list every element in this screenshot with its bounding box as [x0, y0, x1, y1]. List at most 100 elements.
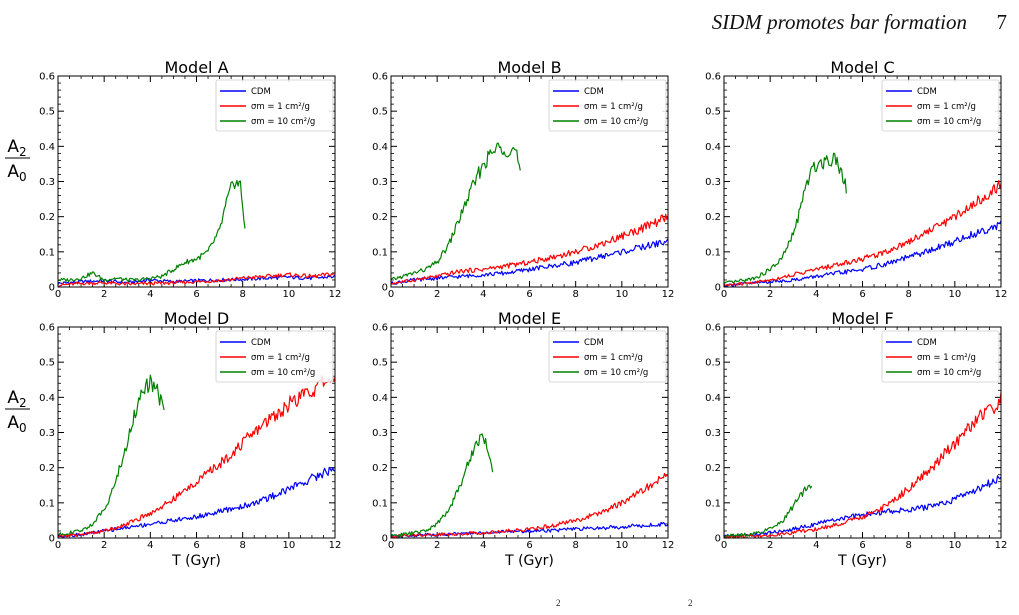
panel-title: Model A [164, 58, 228, 77]
panel-a: 0 2 4 6 8 10 12 0 0.1 0.2 0.3 0.4 0.5 0.6 Model A CDM σm… [39, 58, 341, 300]
y-tick-label: 0.3 [372, 177, 388, 188]
series-line--m-1-cm-g [391, 472, 669, 538]
series-line--m-10-cm-g [724, 152, 847, 284]
series-line--m-10-cm-g [57, 179, 246, 283]
x-tick-label: 2 [101, 540, 107, 551]
y-tick-label: 0.6 [372, 72, 388, 83]
legend-label: σm = 1 cm²/g [584, 353, 643, 363]
y-tick-label: 0 [382, 534, 388, 545]
x-tick-label: 0 [55, 540, 61, 551]
x-tick-label: 10 [615, 540, 628, 551]
y-tick-label: 0.4 [705, 393, 721, 404]
series-line--m-1-cm-g [723, 392, 1002, 539]
x-tick-label: 12 [995, 289, 1008, 300]
y-tick-label: 0 [715, 283, 721, 294]
x-tick-label: 6 [859, 540, 865, 551]
x-tick-label: 12 [662, 289, 675, 300]
y-tick-label: 0.4 [372, 142, 388, 153]
x-tick-label: 0 [721, 540, 727, 551]
x-tick-label: 6 [193, 540, 199, 551]
y-tick-label: 0 [715, 534, 721, 545]
legend-label: σm = 10 cm²/g [917, 368, 981, 378]
legend-label: σm = 10 cm²/g [584, 117, 648, 127]
plot-frame [57, 75, 336, 288]
y-tick-label: 0.2 [372, 212, 388, 223]
legend-box [215, 79, 334, 132]
x-tick-label: 8 [572, 540, 578, 551]
x-tick-label: 2 [434, 289, 440, 300]
x-tick-label: 0 [721, 289, 727, 300]
y-tick-label: 0.6 [39, 323, 55, 334]
series-line--m-1-cm-g [57, 271, 336, 288]
series-line-cdm [390, 238, 669, 285]
x-tick-label: 12 [329, 289, 342, 300]
page-number: 7 [996, 10, 1008, 34]
legend-label: σm = 1 cm²/g [251, 102, 310, 112]
x-tick-label: 8 [239, 540, 245, 551]
y-tick-label: 0.6 [39, 72, 55, 83]
y-label-denominator: A0 [7, 413, 26, 435]
y-tick-label: 0.4 [705, 142, 721, 153]
x-tick-label: 10 [615, 289, 628, 300]
y-tick-label: 0.3 [705, 177, 721, 188]
legend-label: σm = 10 cm²/g [251, 368, 315, 378]
x-tick-label: 12 [662, 540, 675, 551]
y-tick-label: 0.5 [372, 107, 388, 118]
series-line-cdm [723, 220, 1002, 287]
y-tick-label: 0.5 [705, 107, 721, 118]
y-tick-label: 0.1 [39, 247, 55, 258]
y-tick-label: 0.3 [39, 428, 55, 439]
legend-label: σm = 1 cm²/g [917, 353, 976, 363]
panel-e: 0 2 4 6 8 10 12 0 0.1 0.2 0.3 0.4 0.5 0.6 Model E CDM σm… [372, 309, 674, 569]
x-tick-label: 4 [813, 289, 819, 300]
y-tick-label: 0.2 [39, 463, 55, 474]
x-tick-label: 8 [572, 289, 578, 300]
y-tick-label: 0.1 [372, 498, 388, 509]
y-label-numerator: A2 [7, 388, 26, 410]
x-tick-label: 4 [480, 289, 486, 300]
x-tick-label: 4 [147, 540, 153, 551]
series-line-cdm [723, 475, 1002, 538]
panel-f: 0 2 4 6 8 10 12 0 0.1 0.2 0.3 0.4 0.5 0.6 Model F CDM σm… [705, 309, 1007, 569]
series-line--m-10-cm-g [57, 374, 165, 536]
y-tick-label: 0.1 [372, 247, 388, 258]
panel-title: Model D [164, 309, 229, 328]
running-head: SIDM promotes bar formation [711, 10, 967, 34]
x-tick-label: 0 [55, 289, 61, 300]
x-tick-label: 10 [282, 540, 295, 551]
series-line--m-10-cm-g [390, 142, 521, 280]
y-tick-label: 0.5 [39, 358, 55, 369]
legend-box [881, 330, 1000, 383]
x-tick-label: 6 [859, 289, 865, 300]
legend-label: σm = 1 cm²/g [251, 353, 310, 363]
series-line--m-10-cm-g [390, 433, 494, 538]
plot-frame [390, 75, 669, 288]
y-tick-label: 0.2 [39, 212, 55, 223]
plot-frame [57, 326, 336, 539]
x-tick-label: 8 [905, 289, 911, 300]
legend-label: CDM [917, 87, 937, 97]
x-tick-label: 2 [767, 540, 773, 551]
legend-label: σm = 10 cm²/g [917, 117, 981, 127]
series-line--m-10-cm-g [723, 484, 813, 538]
plot-frame [723, 75, 1002, 288]
legend-label: σm = 10 cm²/g [251, 117, 315, 127]
y-tick-label: 0.2 [705, 463, 721, 474]
x-tick-label: 8 [239, 289, 245, 300]
x-tick-label: 0 [388, 289, 394, 300]
figure-six-panel-line-charts: 0 2 4 6 8 10 12 0 0.1 0.2 0.3 0.4 0.5 0.6 Model A CDM σm… [5, 58, 1007, 569]
x-tick-label: 4 [480, 540, 486, 551]
caption-superscript-1: 2 [556, 598, 561, 608]
y-tick-label: 0.3 [372, 428, 388, 439]
legend-label: CDM [917, 338, 937, 348]
x-tick-label: 10 [948, 289, 961, 300]
x-tick-label: 0 [388, 540, 394, 551]
x-axis-label: T (Gyr) [171, 553, 221, 569]
x-tick-label: 4 [813, 540, 819, 551]
panel-c: 0 2 4 6 8 10 12 0 0.1 0.2 0.3 0.4 0.5 0.6 Model C CDM σm… [705, 58, 1007, 300]
x-tick-label: 8 [905, 540, 911, 551]
x-axis-label: T (Gyr) [504, 553, 554, 569]
panel-title: Model F [831, 309, 893, 328]
